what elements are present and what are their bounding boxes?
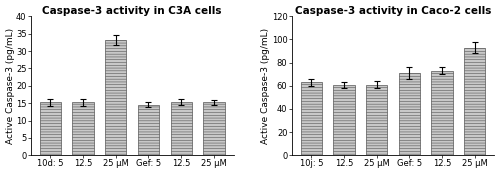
Bar bbox=[334, 85, 354, 155]
Title: Caspase-3 activity in C3A cells: Caspase-3 activity in C3A cells bbox=[42, 6, 222, 15]
Bar bbox=[72, 102, 94, 155]
Bar bbox=[300, 82, 322, 155]
Bar bbox=[432, 71, 452, 155]
Y-axis label: Active Caspase-3 (pg/mL): Active Caspase-3 (pg/mL) bbox=[6, 28, 15, 144]
Bar bbox=[40, 102, 61, 155]
Y-axis label: Active Caspase-3 (pg/mL): Active Caspase-3 (pg/mL) bbox=[262, 28, 270, 144]
Bar bbox=[464, 48, 485, 155]
Bar bbox=[138, 105, 159, 155]
Title: Caspase-3 activity in Caco-2 cells: Caspase-3 activity in Caco-2 cells bbox=[295, 6, 491, 15]
Bar bbox=[105, 40, 126, 155]
Bar bbox=[170, 102, 192, 155]
Bar bbox=[366, 85, 388, 155]
Bar bbox=[399, 73, 420, 155]
Bar bbox=[204, 102, 225, 155]
